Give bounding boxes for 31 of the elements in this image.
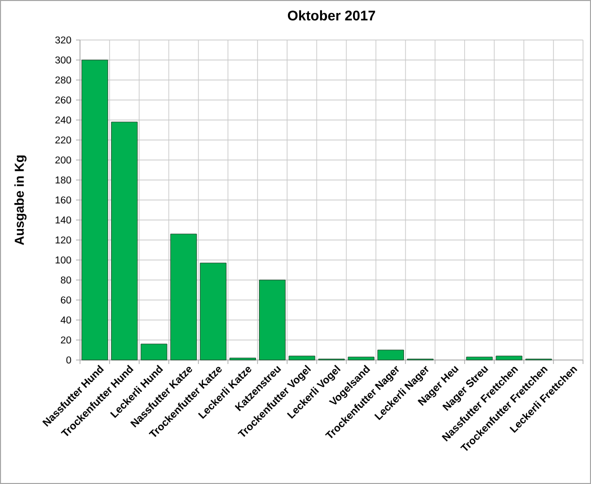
- bar: [140, 344, 168, 360]
- y-tick-label: 280: [55, 76, 72, 84]
- y-tick-label: 320: [55, 36, 72, 44]
- bar: [82, 60, 108, 360]
- chart-title: Oktober 2017: [288, 10, 376, 20]
- bar: [496, 356, 522, 360]
- y-tick-label: 200: [55, 156, 72, 164]
- y-tick-label: 40: [60, 316, 72, 324]
- y-tick-label: 140: [56, 216, 72, 224]
- bar: [377, 350, 404, 360]
- y-tick-label: 240: [55, 116, 72, 124]
- y-tick-label: 60: [60, 296, 72, 304]
- bar: [348, 356, 374, 360]
- bar: [200, 262, 226, 360]
- y-tick-label: 220: [55, 136, 72, 144]
- y-tick-label: 80: [60, 276, 72, 284]
- y-tick-label: 120: [56, 236, 72, 244]
- bar: [466, 356, 493, 360]
- bar: [170, 234, 197, 360]
- y-tick-label: 260: [55, 96, 72, 104]
- bar: [229, 358, 256, 360]
- y-tick-label: 100: [56, 256, 72, 264]
- y-tick-label: 0: [66, 356, 72, 364]
- bar: [288, 356, 316, 360]
- y-tick-label: 160: [56, 196, 72, 204]
- bar: [111, 122, 138, 360]
- y-axis-title: Ausgabe in Kg: [14, 156, 26, 245]
- bar: [259, 280, 286, 360]
- y-tick-label: 180: [56, 176, 72, 184]
- y-tick-label: 300: [55, 56, 72, 64]
- y-tick-label: 20: [60, 336, 72, 344]
